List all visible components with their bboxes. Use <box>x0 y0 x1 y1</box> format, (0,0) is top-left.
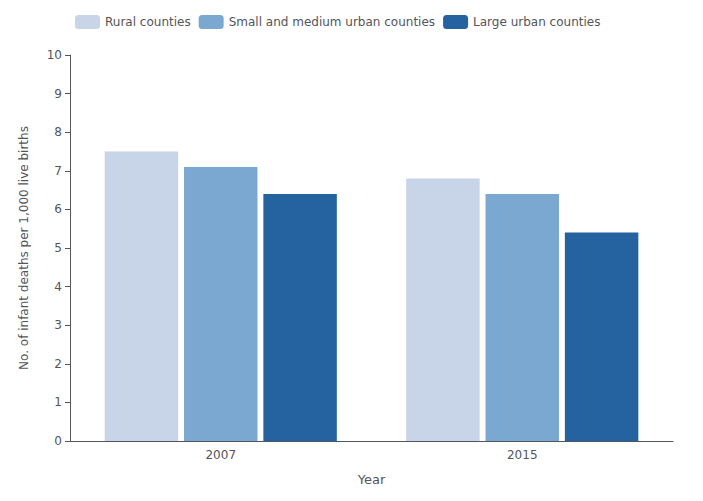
svg-text:7: 7 <box>54 164 62 178</box>
svg-text:6: 6 <box>54 202 62 216</box>
svg-text:Small and medium urban countie: Small and medium urban counties <box>229 15 435 29</box>
svg-text:2007: 2007 <box>205 448 236 462</box>
svg-text:4: 4 <box>54 280 62 294</box>
svg-text:Rural counties: Rural counties <box>105 15 191 29</box>
svg-text:0: 0 <box>54 434 62 448</box>
svg-text:1: 1 <box>54 395 62 409</box>
svg-text:2: 2 <box>54 357 62 371</box>
svg-text:Large urban counties: Large urban counties <box>473 15 600 29</box>
svg-text:3: 3 <box>54 318 62 332</box>
svg-text:8: 8 <box>54 125 62 139</box>
svg-text:9: 9 <box>54 87 62 101</box>
svg-text:10: 10 <box>47 48 62 62</box>
svg-text:2015: 2015 <box>507 448 538 462</box>
svg-text:5: 5 <box>54 241 62 255</box>
svg-text:Year: Year <box>357 472 386 487</box>
svg-text:No. of infant deaths per 1,000: No. of infant deaths per 1,000 live birt… <box>17 126 31 370</box>
